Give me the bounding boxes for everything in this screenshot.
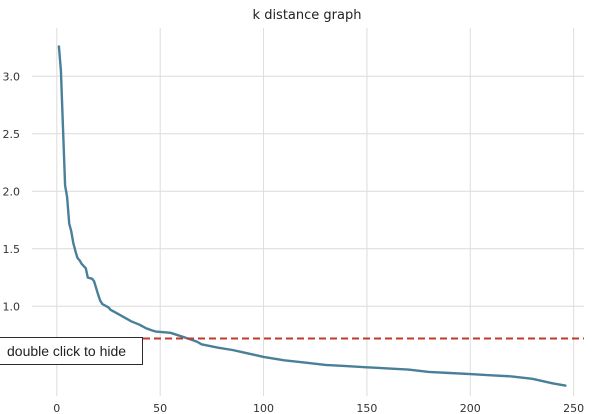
chart-title: k distance graph [253, 8, 362, 23]
y-tick-label: 3.0 [3, 70, 21, 83]
x-tick-label: 250 [563, 402, 584, 414]
y-axis-ticks: 1.0 1.5 2.0 2.5 3.0 [3, 70, 21, 313]
x-tick-label: 100 [253, 402, 274, 414]
x-tick-label: 0 [53, 402, 60, 414]
x-axis-ticks: 0 50 100 150 200 250 [53, 402, 584, 414]
grid-lines [32, 28, 584, 396]
x-tick-label: 200 [460, 402, 481, 414]
tooltip-text: double click to hide [7, 343, 127, 359]
y-tick-label: 1.5 [3, 243, 21, 256]
y-tick-label: 2.5 [3, 128, 21, 141]
series-line [57, 45, 567, 387]
x-tick-label: 150 [356, 402, 377, 414]
y-tick-label: 2.0 [3, 185, 21, 198]
y-tick-label: 1.0 [3, 300, 21, 313]
x-tick-label: 50 [153, 402, 167, 414]
hide-tooltip[interactable]: double click to hide [0, 337, 143, 365]
series-layer [57, 45, 567, 387]
